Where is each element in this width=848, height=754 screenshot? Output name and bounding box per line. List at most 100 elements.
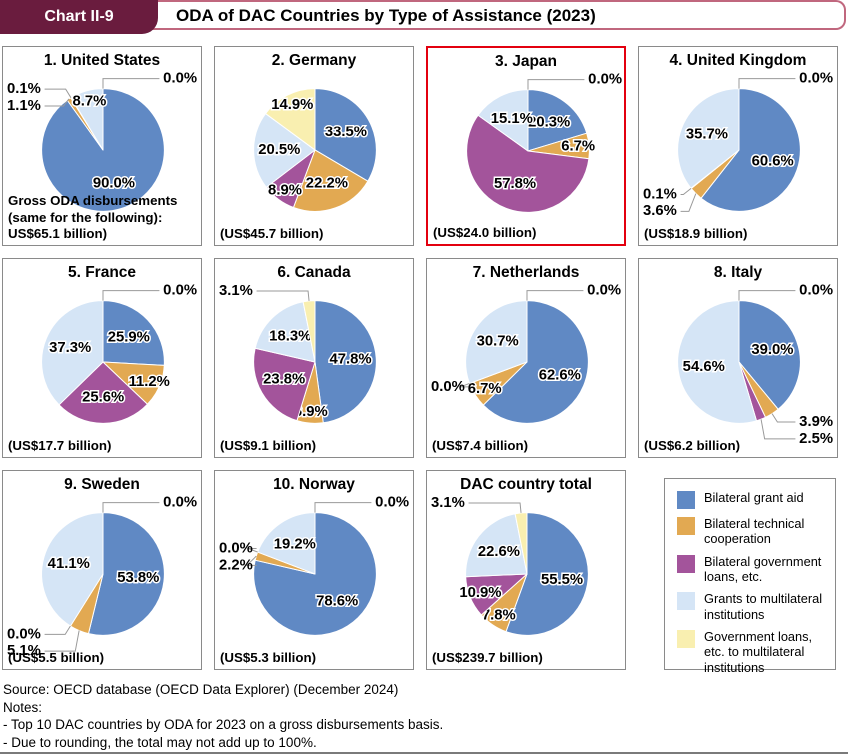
legend-cell: Bilateral grant aid Bilateral technical c… (638, 470, 838, 675)
pie-label: 7.8% (482, 608, 516, 624)
pie-label: 41.1% (48, 556, 90, 572)
label-leader-line (738, 78, 796, 89)
pie-slice-3 (677, 88, 740, 189)
chart-amount-note: (US$5.5 billion) (8, 650, 104, 666)
pie-label: 0.0% (375, 495, 409, 511)
label-leader-line (771, 413, 796, 423)
pie-chart-title: 3. Japan (494, 53, 558, 70)
chart-number-badge: Chart II-9 (0, 0, 158, 34)
pie-label: 6.9% (294, 404, 328, 420)
chart-amount-note: (US$17.7 billion) (8, 438, 111, 454)
label-leader-line (680, 187, 692, 196)
label-leader-line (102, 290, 160, 301)
legend-swatch (677, 592, 695, 611)
pie-label: 22.2% (306, 175, 348, 191)
pie-chart-title: 8. Italy (713, 264, 763, 281)
pie-slice-3 (257, 512, 316, 575)
chart-amount-note: (US$239.7 billion) (432, 650, 543, 666)
pie-label: 25.9% (108, 329, 150, 345)
legend: Bilateral grant aid Bilateral technical c… (664, 478, 836, 675)
note-line-1: - Top 10 DAC countries by ODA for 2023 o… (3, 717, 444, 732)
pie-chart-cell: 9. Sweden 53.8% 41.1% 0.0% 5.1% 0.0% (US$5.5 b… (2, 470, 202, 670)
chart-amount-note-line: (US$5.5 billion) (8, 649, 105, 665)
pie-chart: 55.5% 7.8% 10.9% 22.6% 3.1% (431, 495, 589, 636)
pie-label: 18.3% (269, 328, 311, 344)
pie-label: 8.7% (73, 93, 107, 109)
label-leader-line (526, 290, 584, 301)
pie-chart: 20.3% 6.7% 57.8% 15.1% 0.0% (466, 72, 622, 213)
pie-label: 2.2% (219, 557, 253, 573)
chart-amount-note-line: US$65.1 billion) (8, 225, 108, 241)
pie-label: 78.6% (316, 594, 358, 610)
label-leader-line (314, 502, 372, 513)
label-leader-line (256, 290, 310, 301)
pie-label: 8.9% (268, 182, 302, 198)
pie-label: 22.6% (478, 544, 520, 560)
footer-notes: Source: OECD database (OECD Data Explore… (3, 681, 443, 751)
pie-chart: 78.6%19.2%0.0%2.2%0.0% (219, 495, 409, 636)
pie-chart-title: 5. France (67, 264, 137, 281)
page-title: ODA of DAC Countries by Type of Assistan… (176, 6, 596, 25)
chart-amount-note: (US$5.3 billion) (220, 650, 316, 666)
chart-amount-note-line: (US$5.3 billion) (220, 649, 317, 665)
chart-amount-note-line: (US$17.7 billion) (8, 437, 112, 453)
pie-label: 53.8% (117, 570, 159, 586)
pie-chart-cell: 5. France 25.9% 11.2% 25.6% 37.3% 0.0% (US$17.… (2, 258, 202, 458)
pie-label: 0.0% (163, 283, 197, 299)
legend-item: Bilateral grant aid (677, 490, 829, 509)
chart-header: Chart II-9 ODA of DAC Countries by Type … (0, 0, 846, 34)
chart-amount-note-line: (US$239.7 billion) (432, 649, 543, 665)
pie-label: 0.0% (163, 495, 197, 511)
pie-label: 20.5% (258, 142, 300, 158)
pie-slice-2 (58, 361, 148, 424)
pie-chart-title: DAC country total (460, 476, 592, 493)
pie-label: 57.8% (494, 176, 536, 192)
pie-chart-title: 1. United States (43, 52, 161, 69)
pie-slice-0 (314, 300, 377, 424)
pie-slice-3 (465, 300, 528, 384)
pie-label: 0.0% (7, 626, 41, 642)
notes-label: Notes: (3, 699, 43, 715)
pie-label: 3.1% (431, 495, 465, 511)
pie-label: 54.6% (683, 359, 725, 375)
label-leader-line (102, 78, 160, 89)
pie-label: 19.2% (274, 537, 316, 553)
legend-swatch (677, 491, 695, 509)
legend-swatch (677, 554, 695, 573)
pie-label: 90.0% (93, 176, 135, 192)
chart-amount-note-line: (same for the following): (8, 209, 163, 225)
pie-chart: 33.5% 22.2%8.9% 20.5% 14.9% (253, 88, 377, 212)
pie-label: 3.1% (219, 283, 253, 299)
pie-slice-3 (254, 301, 316, 363)
pie-chart: 47.8% 6.9% 23.8% 18.3% 3.1% (219, 283, 377, 424)
pie-slice-0 (505, 512, 589, 636)
pie-slice-1 (292, 149, 369, 212)
pie-chart-title: 10. Norway (273, 476, 355, 493)
pie-chart-cell: 3. Japan 20.3% 6.7% 57.8% 15.1% 0.0% (US$24.0 … (426, 46, 626, 246)
chart-amount-note-line: (US$45.7 billion) (220, 225, 324, 241)
legend-item: Government loans, etc. to multilateral i… (677, 629, 829, 675)
chart-amount-note-line: (US$24.0 billion) (433, 224, 537, 240)
pie-chart-title: 6. Canada (277, 264, 351, 281)
pie-label: 10.9% (459, 585, 501, 601)
pie-slice-3 (465, 513, 528, 578)
pie-label: 0.1% (7, 81, 41, 97)
pie-label: 0.0% (799, 283, 833, 299)
label-leader-line (245, 555, 257, 566)
pie-chart-title: 9. Sweden (64, 476, 140, 493)
pie-chart: 53.8%41.1%0.0%5.1%0.0% (7, 495, 197, 660)
pie-label: 20.3% (528, 114, 570, 130)
pie-label: 0.0% (799, 71, 833, 87)
label-leader-line (248, 548, 258, 553)
legend-item-label: Grants to multilateral institutions (704, 591, 823, 622)
pie-label: 0.1% (643, 186, 677, 202)
legend-item: Bilateral government loans, etc. (677, 554, 829, 585)
pie-slice-0 (738, 300, 801, 410)
pie-slice-3 (41, 512, 104, 627)
charts-grid: 1. United States 90.0% 8.7% 0.1% 1.1% 0.0% Gro… (2, 46, 838, 675)
pie-label: 60.6% (752, 154, 794, 170)
pie-slice-0 (482, 300, 589, 424)
pie-label: 0.0% (163, 71, 197, 87)
pie-label: 14.9% (271, 97, 313, 113)
